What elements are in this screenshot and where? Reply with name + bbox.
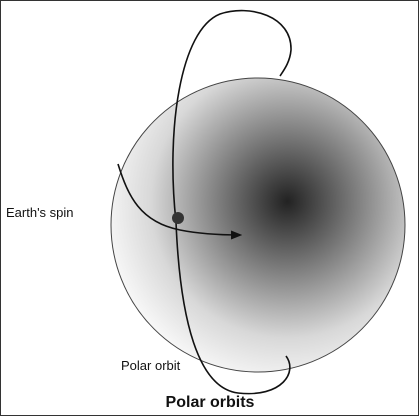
diagram: Earth's spin Polar orbit Polar orbits [0, 0, 419, 416]
spin-label: Earth's spin [6, 205, 74, 220]
orbit-label: Polar orbit [121, 358, 181, 373]
caption: Polar orbits [166, 394, 255, 411]
earth [111, 78, 405, 372]
satellite [172, 212, 184, 224]
